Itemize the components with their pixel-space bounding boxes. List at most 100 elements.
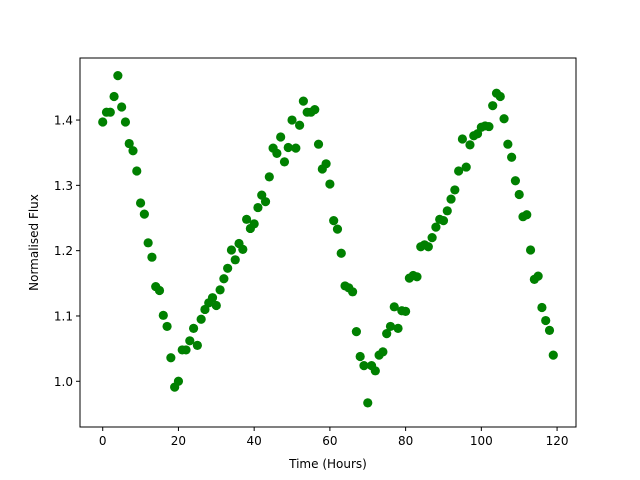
data-point	[389, 302, 399, 312]
data-point	[329, 216, 339, 226]
data-point	[393, 323, 403, 333]
data-point	[499, 114, 509, 124]
data-point	[351, 327, 361, 337]
data-point	[446, 194, 456, 204]
plot-area	[79, 57, 577, 428]
x-tick-label: 0	[99, 434, 107, 448]
x-axis-label: Time (Hours)	[288, 457, 367, 471]
data-point	[192, 340, 202, 350]
data-point	[260, 197, 271, 207]
data-point	[188, 323, 199, 333]
data-point	[382, 329, 392, 339]
data-point	[132, 166, 142, 176]
x-tick-label: 100	[470, 434, 493, 448]
data-point	[370, 366, 380, 376]
data-point	[525, 245, 536, 255]
data-point	[264, 172, 274, 182]
data-point	[158, 310, 168, 320]
data-point	[507, 152, 517, 162]
data-point	[465, 140, 475, 150]
data-point	[105, 107, 115, 117]
data-point	[495, 91, 505, 102]
data-point	[109, 91, 119, 102]
data-point	[166, 353, 176, 363]
data-point	[522, 210, 532, 220]
data-point	[359, 361, 369, 371]
data-point	[219, 274, 229, 284]
x-tick-label: 40	[247, 434, 262, 448]
data-point	[514, 189, 524, 200]
data-point	[442, 206, 452, 216]
data-point	[211, 300, 221, 311]
data-point	[348, 287, 358, 297]
data-point	[98, 117, 108, 127]
data-point	[313, 139, 324, 149]
x-tick-label: 120	[546, 434, 569, 448]
data-point	[484, 121, 494, 132]
data-point	[185, 336, 195, 346]
data-point	[412, 272, 422, 282]
data-point	[503, 139, 513, 149]
data-point	[321, 159, 331, 169]
data-point	[325, 179, 335, 189]
data-point	[154, 285, 165, 296]
data-point	[310, 104, 320, 115]
data-point	[223, 263, 233, 273]
data-point	[272, 148, 282, 158]
data-point	[438, 216, 449, 226]
data-point	[283, 142, 293, 153]
x-tick-label: 80	[398, 434, 413, 448]
data-point	[226, 245, 237, 255]
data-point	[457, 134, 468, 144]
data-point	[181, 345, 191, 355]
data-point	[143, 238, 153, 248]
data-point	[135, 198, 146, 208]
data-point	[287, 115, 297, 125]
data-point	[117, 102, 127, 112]
data-point	[249, 219, 259, 229]
data-point	[162, 321, 172, 332]
data-point	[537, 302, 547, 313]
y-tick-label: 1.1	[54, 309, 73, 323]
x-tick-label: 60	[322, 434, 337, 448]
data-point	[431, 222, 441, 232]
data-point	[401, 306, 411, 316]
data-point	[113, 71, 123, 81]
data-point	[147, 252, 157, 262]
data-point	[253, 202, 263, 213]
data-point	[120, 117, 131, 127]
data-point	[450, 185, 460, 195]
data-point	[215, 285, 225, 295]
data-point	[427, 233, 437, 243]
data-point	[454, 166, 464, 176]
data-point	[332, 224, 343, 234]
data-point	[533, 271, 543, 281]
data-point	[291, 143, 301, 153]
data-point	[378, 347, 388, 357]
data-point	[276, 132, 286, 142]
data-point	[173, 376, 184, 386]
data-point	[242, 214, 252, 224]
data-point	[124, 138, 134, 149]
y-axis-ticks: 1.0 1.1 1.2 1.3 1.4	[54, 114, 80, 389]
data-point	[279, 157, 290, 167]
y-tick-label: 1.4	[54, 114, 73, 128]
data-point	[139, 209, 149, 219]
data-point	[230, 255, 240, 265]
data-point	[207, 293, 218, 303]
data-point	[385, 321, 396, 332]
data-point	[363, 398, 373, 408]
data-point	[548, 350, 558, 360]
y-tick-label: 1.0	[54, 375, 73, 389]
data-point	[298, 96, 308, 106]
data-point	[510, 176, 521, 186]
data-point	[488, 101, 498, 111]
data-point	[461, 162, 471, 172]
data-point	[423, 242, 433, 252]
y-axis-label: Normalised Flux	[27, 194, 41, 291]
y-tick-label: 1.3	[54, 179, 73, 193]
x-axis-ticks: 0 20 40 60 80 100 120	[99, 427, 569, 448]
data-point	[196, 314, 206, 324]
data-points	[98, 71, 558, 408]
